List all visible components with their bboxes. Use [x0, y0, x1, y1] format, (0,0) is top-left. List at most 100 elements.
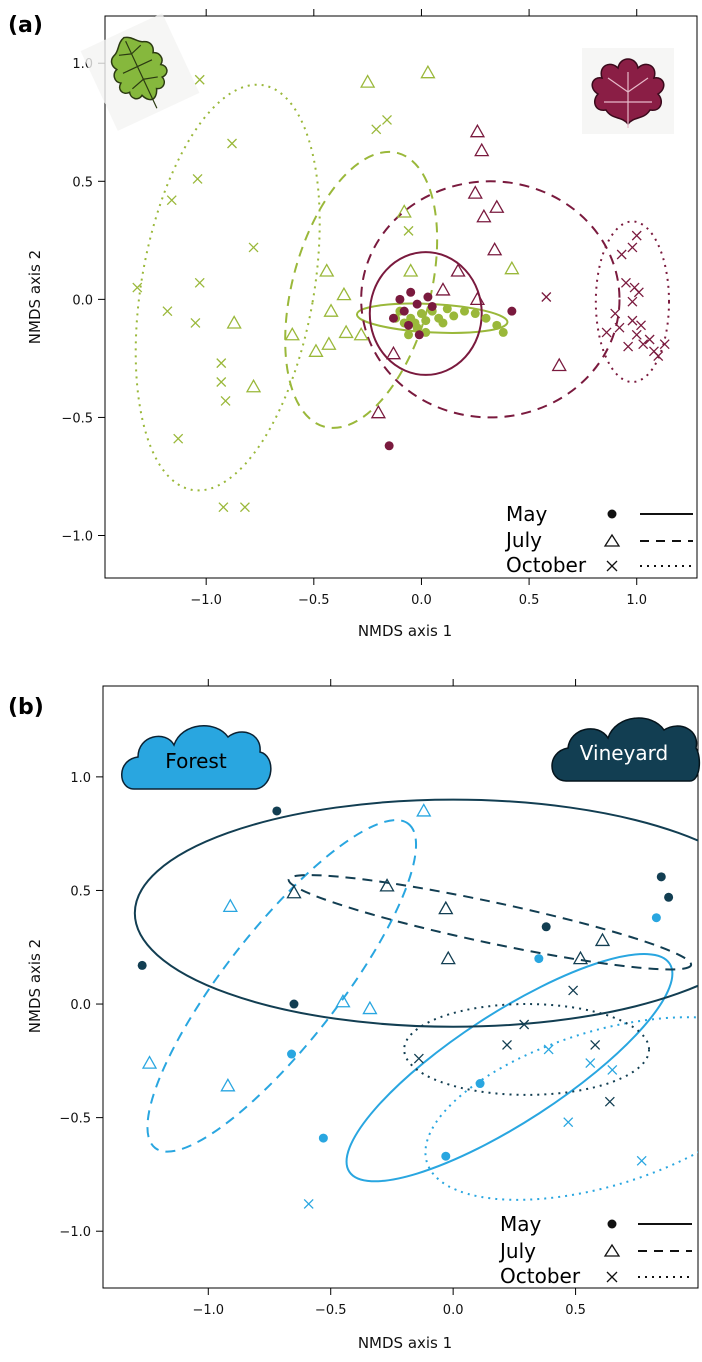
point-forest-may [498, 327, 508, 337]
y-tick-label: −0.5 [61, 411, 93, 426]
point-forest-october [382, 114, 392, 125]
panel-b-frame [102, 685, 699, 1289]
point-forest-july [323, 303, 339, 317]
point-vineyard-october [614, 322, 625, 333]
point-vineyard-july [286, 884, 302, 899]
point-forest-july [360, 74, 376, 88]
ellipse-vineyard-october [403, 1003, 651, 1096]
point-vineyard-may [414, 330, 424, 340]
point-vineyard-july [440, 950, 456, 965]
panel-a-ellipses [134, 83, 671, 492]
point-vineyard-october [541, 292, 552, 302]
ellipse-vineyard-october [594, 220, 671, 384]
point-vineyard-october [519, 1019, 530, 1030]
legend-b-may-label: May [500, 1212, 542, 1236]
point-forest-may [470, 309, 480, 319]
panel-b-points [137, 803, 674, 1209]
point-vineyard-july [467, 185, 483, 199]
point-forest-october [303, 1198, 314, 1209]
panel-a-points [132, 64, 670, 513]
legend-a-october-label: October [506, 553, 587, 577]
x-tick-label: 0.5 [519, 593, 540, 608]
point-vineyard-may [656, 872, 666, 882]
point-forest-may [421, 316, 431, 326]
point-forest-july [336, 286, 352, 301]
x-tick-label: 0.0 [443, 1303, 464, 1318]
point-vineyard-october [601, 327, 612, 338]
x-tick-label: 0.0 [411, 593, 432, 608]
panel-b-ellipses [133, 798, 698, 1201]
point-forest-may [475, 1079, 485, 1089]
point-forest-october [132, 282, 143, 293]
point-vineyard-may [507, 306, 517, 316]
forest-cloud-label: Forest [165, 749, 227, 773]
y-tick-label: 1.0 [70, 771, 91, 786]
point-vineyard-october [631, 230, 642, 241]
point-forest-july [321, 336, 337, 350]
x-tick-label: −0.5 [315, 1303, 347, 1318]
point-vineyard-may [399, 306, 409, 316]
ellipse-forest-october [134, 83, 321, 492]
point-forest-may [460, 306, 470, 316]
point-vineyard-may [427, 301, 437, 311]
x-tick-label: −0.5 [298, 593, 330, 608]
point-forest-may [438, 318, 448, 328]
panel-a-frame [104, 15, 698, 579]
y-tick-label: −1.0 [61, 529, 93, 544]
point-forest-october [220, 395, 231, 406]
point-vineyard-october [627, 315, 638, 326]
point-forest-may [481, 313, 491, 323]
ellipse-forest-july [284, 150, 439, 429]
point-vineyard-july [438, 900, 454, 915]
point-vineyard-october [644, 334, 655, 345]
point-forest-october [162, 306, 173, 317]
point-vineyard-october [502, 1039, 512, 1050]
point-vineyard-may [137, 960, 147, 970]
point-vineyard-july [551, 357, 567, 372]
legend-a-may-marker [607, 509, 617, 519]
point-forest-october [607, 1064, 618, 1075]
point-forest-october [227, 138, 237, 149]
panel-b-legend: May July October [498, 1212, 692, 1288]
point-forest-october [585, 1058, 596, 1069]
legend-b-may-marker [607, 1219, 617, 1229]
point-vineyard-july [370, 404, 387, 419]
point-forest-october [166, 195, 177, 206]
y-tick-label: 0.5 [70, 884, 91, 899]
point-forest-october [194, 74, 205, 85]
point-vineyard-october [413, 1053, 424, 1064]
point-vineyard-july [487, 241, 503, 256]
point-vineyard-july [469, 123, 486, 138]
x-tick-label: −1.0 [190, 593, 222, 608]
ellipse-vineyard-july [360, 180, 621, 419]
point-forest-may [441, 1151, 451, 1161]
x-tick-label: 0.5 [565, 1303, 586, 1318]
point-vineyard-july [379, 878, 395, 892]
point-vineyard-october [659, 339, 670, 350]
point-vineyard-october [627, 242, 638, 253]
point-forest-july [403, 263, 419, 277]
point-vineyard-october [638, 339, 649, 350]
point-vineyard-july [474, 142, 490, 157]
point-forest-july [420, 64, 436, 79]
point-forest-july [245, 378, 262, 393]
point-forest-october [192, 173, 203, 184]
panel-a-axes: −1.0 −0.5 0.0 0.5 1.0−1.0−0.50.00.51.0 [61, 9, 647, 608]
point-vineyard-may [664, 892, 674, 902]
panel-b-label: (b) [8, 695, 44, 720]
point-forest-july [338, 324, 354, 339]
point-forest-july [362, 1000, 378, 1015]
point-forest-may [287, 1049, 297, 1059]
legend-b-july-marker [603, 1243, 621, 1257]
panel-a-legend: May July October [504, 502, 693, 577]
y-tick-label: 0.0 [72, 293, 93, 308]
point-vineyard-may [404, 320, 414, 330]
point-vineyard-october [623, 341, 634, 352]
point-forest-july [335, 993, 351, 1008]
point-vineyard-may [541, 922, 551, 932]
panel-a-xlabel: NMDS axis 1 [358, 622, 452, 640]
point-forest-may [416, 309, 426, 319]
point-forest-october [218, 502, 229, 513]
point-vineyard-october [590, 1039, 601, 1050]
